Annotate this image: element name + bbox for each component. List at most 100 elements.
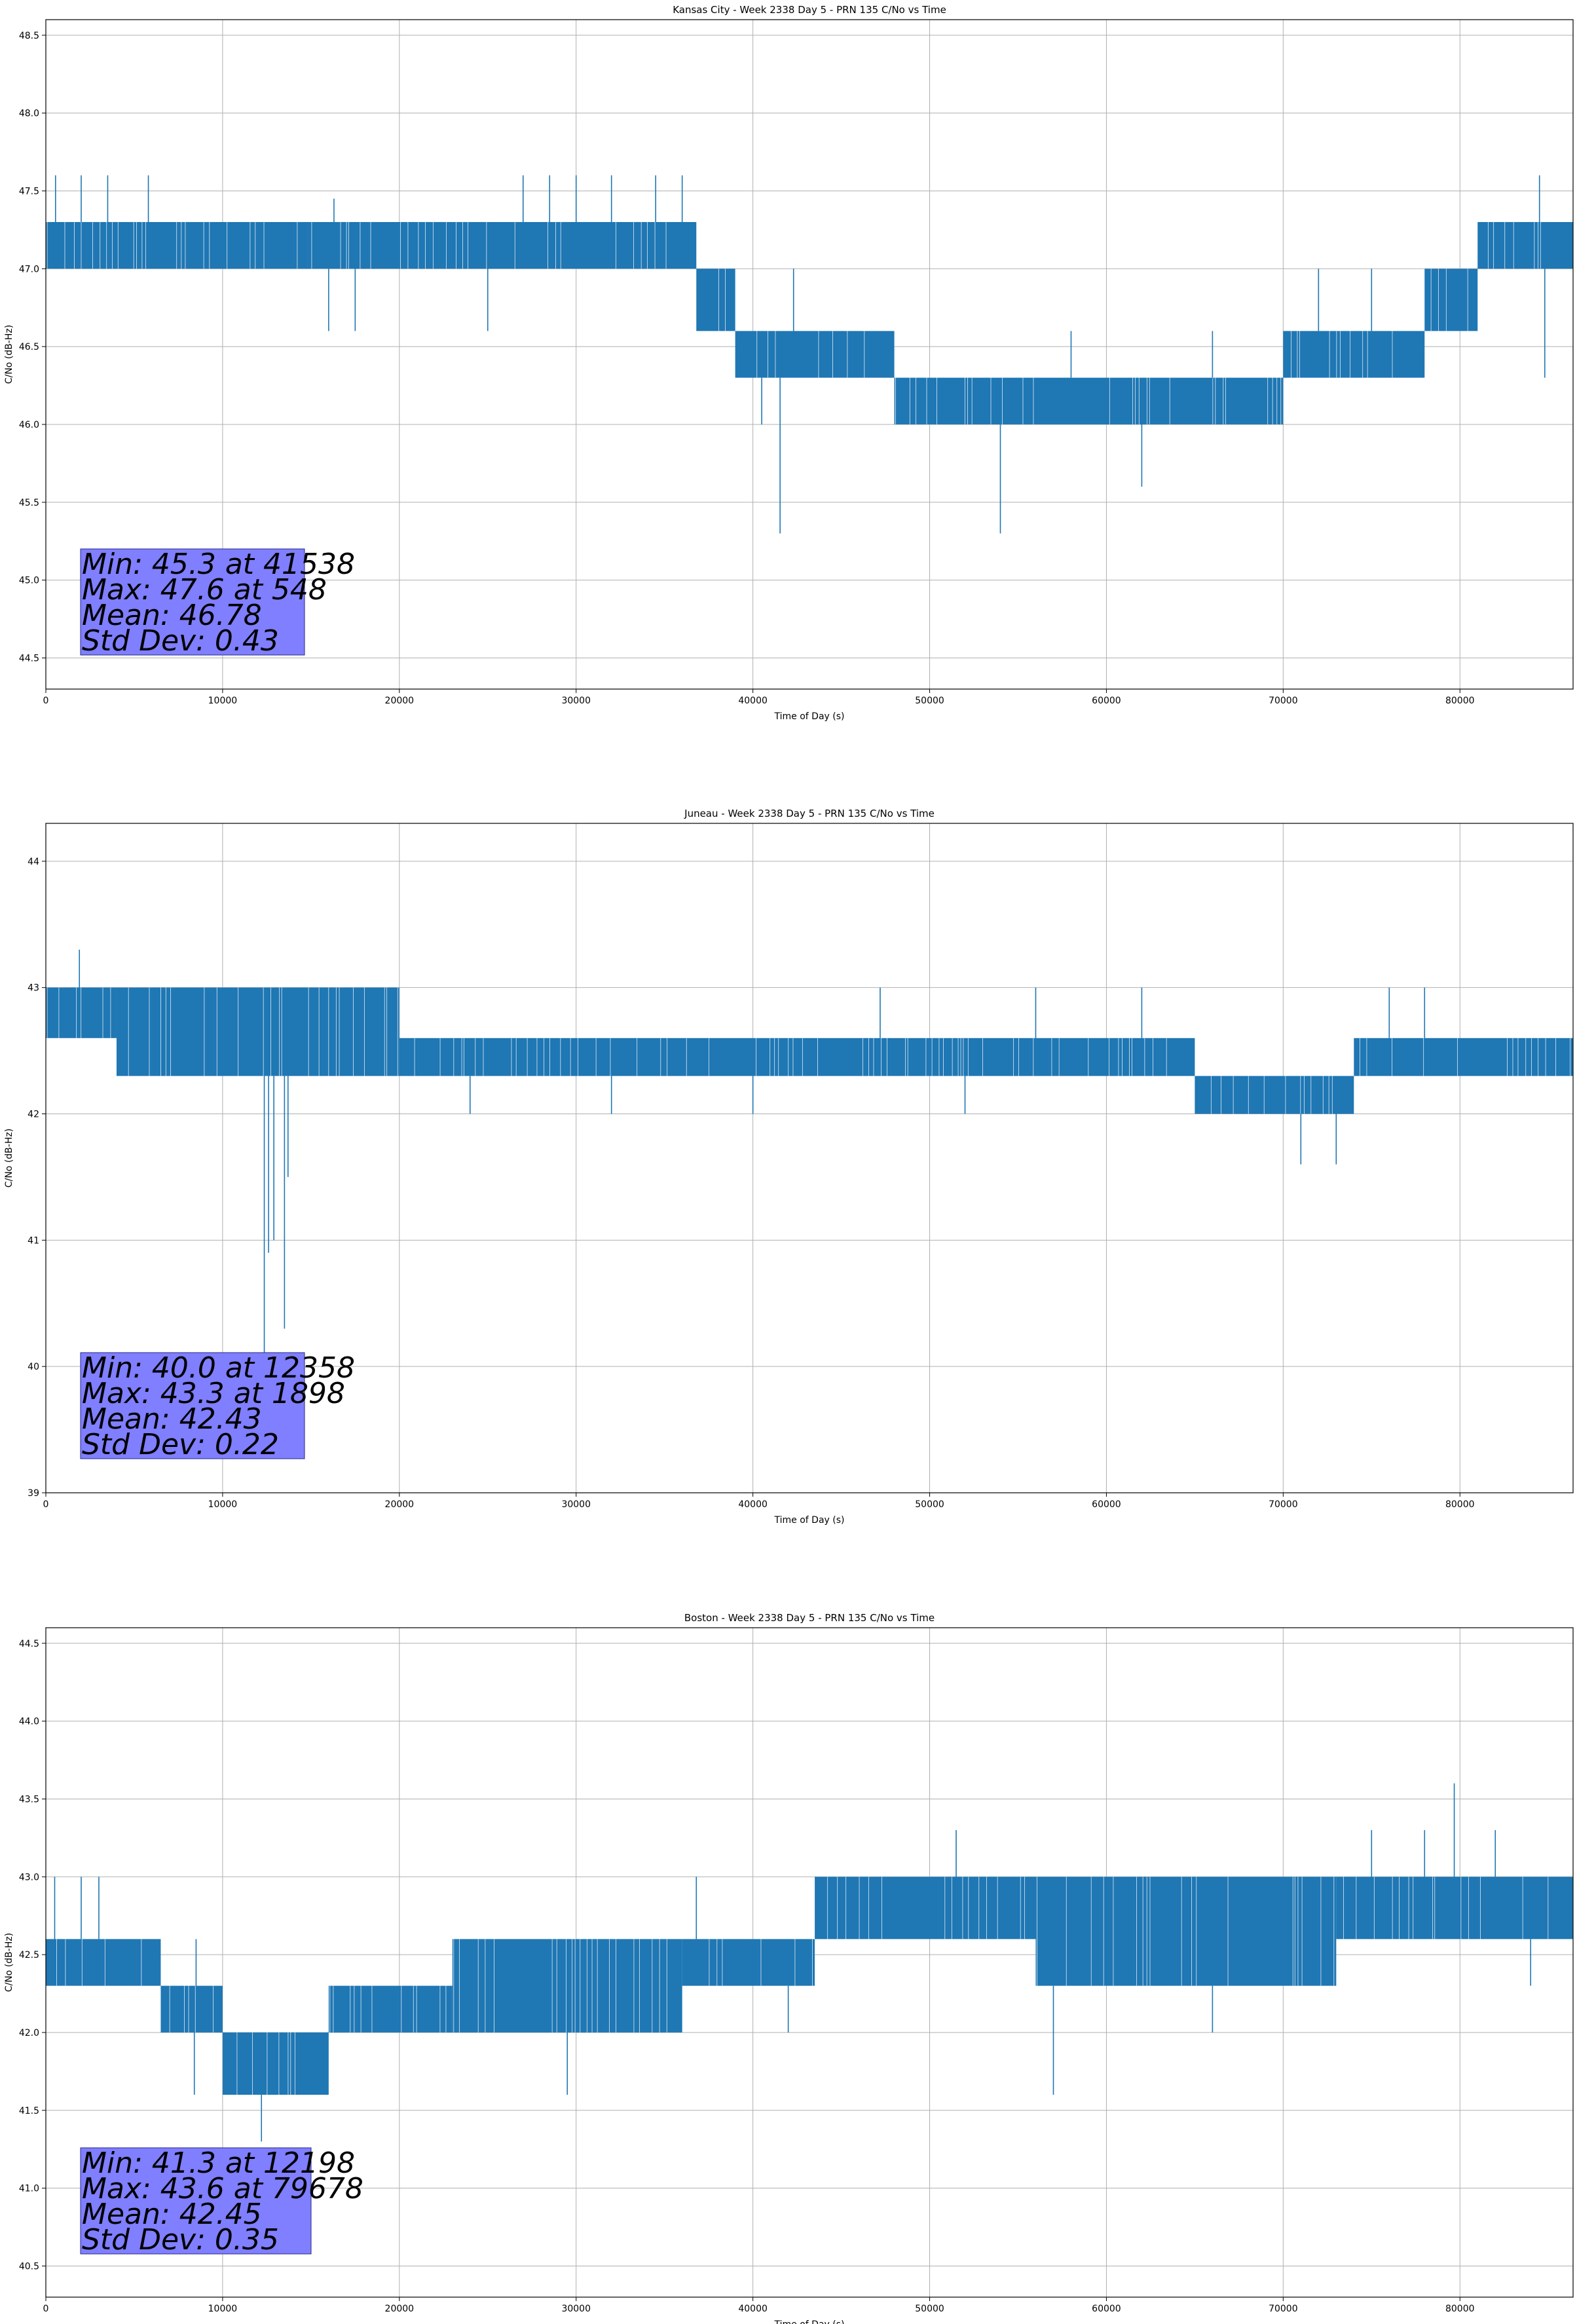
series-band xyxy=(1354,1038,1573,1076)
series-cno xyxy=(46,949,1573,1367)
series-band xyxy=(1336,1877,1573,1940)
x-tick-label: 40000 xyxy=(738,696,768,706)
x-tick-label: 10000 xyxy=(208,1499,238,1510)
x-tick-label: 20000 xyxy=(385,696,415,706)
x-tick-label: 50000 xyxy=(915,2304,944,2314)
series-band xyxy=(328,1985,453,2033)
y-tick-label: 43.0 xyxy=(19,1872,39,1883)
x-tick-label: 40000 xyxy=(738,2304,768,2314)
x-tick-label: 0 xyxy=(43,2304,49,2314)
x-tick-label: 0 xyxy=(43,1499,49,1510)
y-tick-label: 44 xyxy=(28,857,39,867)
chart-title: Boston - Week 2338 Day 5 - PRN 135 C/No … xyxy=(684,1612,935,1624)
x-tick-label: 50000 xyxy=(915,696,944,706)
series-band xyxy=(696,269,735,331)
y-tick-label: 45.5 xyxy=(19,498,39,508)
x-axis-label: Time of Day (s) xyxy=(774,2319,845,2324)
y-axis-label: C/No (dB-Hz) xyxy=(4,1129,14,1188)
y-tick-label: 44.5 xyxy=(19,653,39,664)
y-tick-label: 40.5 xyxy=(19,2261,39,2272)
plot-frame xyxy=(45,19,1574,690)
y-tick-label: 46.0 xyxy=(19,420,39,430)
y-tick-label: 48.0 xyxy=(19,109,39,119)
series-band xyxy=(452,1939,682,2033)
x-tick-label: 30000 xyxy=(561,696,591,706)
y-tick-label: 41.0 xyxy=(19,2184,39,2194)
series-band xyxy=(1424,269,1478,331)
stats-box xyxy=(80,1352,305,1459)
stats-box xyxy=(80,2147,312,2255)
x-tick-label: 40000 xyxy=(738,1499,768,1510)
x-tick-label: 80000 xyxy=(1445,696,1475,706)
series-band xyxy=(46,1939,161,1986)
y-tick-label: 48.5 xyxy=(19,31,39,41)
stats-line: Min: 41.3 at 12198 xyxy=(82,2146,355,2180)
x-axis-label: Time of Day (s) xyxy=(774,1515,845,1526)
series-cno xyxy=(46,175,1573,534)
y-tick-label: 43 xyxy=(28,983,39,994)
plot-frame xyxy=(45,823,1574,1493)
y-axis-label: C/No (dB-Hz) xyxy=(4,1933,14,1992)
x-axis-label: Time of Day (s) xyxy=(774,711,845,722)
series-band xyxy=(116,987,399,1076)
x-tick-label: 0 xyxy=(43,696,49,706)
series-band xyxy=(1477,221,1573,269)
y-tick-label: 41 xyxy=(28,1235,39,1246)
chart-panel-2: Juneau - Week 2338 Day 5 - PRN 135 C/No … xyxy=(4,808,1574,1526)
x-tick-label: 70000 xyxy=(1269,1499,1298,1510)
x-tick-label: 60000 xyxy=(1092,1499,1121,1510)
y-tick-label: 41.5 xyxy=(19,2106,39,2116)
y-axis-label: C/No (dB-Hz) xyxy=(4,325,14,384)
y-tick-label: 46.5 xyxy=(19,342,39,352)
series-band xyxy=(399,1038,1195,1076)
stats-line: Std Dev: 0.22 xyxy=(82,1428,279,1461)
series-band xyxy=(1195,1076,1354,1114)
chart-panel-1: Kansas City - Week 2338 Day 5 - PRN 135 … xyxy=(4,4,1574,722)
stats-line: Std Dev: 0.35 xyxy=(82,2223,279,2257)
stats-line: Mean: 42.43 xyxy=(82,1402,262,1436)
stats-line: Mean: 42.45 xyxy=(82,2198,262,2231)
x-tick-label: 20000 xyxy=(385,1499,415,1510)
stats-line: Min: 40.0 at 12358 xyxy=(82,1351,355,1385)
y-tick-label: 42 xyxy=(28,1110,39,1120)
y-tick-label: 42.0 xyxy=(19,2028,39,2038)
x-tick-label: 30000 xyxy=(561,2304,591,2314)
stats-line: Max: 43.6 at 79678 xyxy=(82,2172,363,2205)
y-tick-label: 42.5 xyxy=(19,1950,39,1960)
stats-line: Mean: 46.78 xyxy=(82,599,262,632)
x-tick-label: 70000 xyxy=(1269,2304,1298,2314)
series-band xyxy=(815,1877,1036,1940)
y-tick-label: 44.0 xyxy=(19,1717,39,1727)
series-band xyxy=(307,221,697,269)
y-tick-label: 39 xyxy=(28,1488,39,1499)
chart-title: Juneau - Week 2338 Day 5 - PRN 135 C/No … xyxy=(684,808,935,819)
series-cno xyxy=(46,1783,1573,2142)
series-band xyxy=(894,377,1284,424)
stats-line: Max: 47.6 at 548 xyxy=(82,573,327,607)
series-band xyxy=(222,2032,329,2095)
x-tick-label: 10000 xyxy=(208,2304,238,2314)
y-tick-label: 47.5 xyxy=(19,186,39,197)
x-tick-label: 60000 xyxy=(1092,696,1121,706)
y-tick-label: 43.5 xyxy=(19,1794,39,1805)
x-tick-label: 50000 xyxy=(915,1499,944,1510)
x-tick-label: 80000 xyxy=(1445,2304,1475,2314)
series-band xyxy=(682,1939,815,1986)
chart-panel-3: Boston - Week 2338 Day 5 - PRN 135 C/No … xyxy=(4,1612,1574,2324)
y-tick-label: 40 xyxy=(28,1362,39,1372)
series-band xyxy=(1035,1877,1337,1986)
chart-title: Kansas City - Week 2338 Day 5 - PRN 135 … xyxy=(673,4,946,16)
stats-line: Max: 43.3 at 1898 xyxy=(82,1377,345,1410)
stats-line: Std Dev: 0.43 xyxy=(82,624,279,658)
x-tick-label: 80000 xyxy=(1445,1499,1475,1510)
series-band xyxy=(735,331,895,378)
plot-frame xyxy=(45,1627,1574,2298)
series-band xyxy=(1283,331,1425,378)
x-tick-label: 60000 xyxy=(1092,2304,1121,2314)
x-tick-label: 10000 xyxy=(208,696,238,706)
y-tick-label: 44.5 xyxy=(19,1639,39,1649)
y-tick-label: 47.0 xyxy=(19,264,39,274)
series-band xyxy=(160,1985,223,2033)
x-tick-label: 20000 xyxy=(385,2304,415,2314)
